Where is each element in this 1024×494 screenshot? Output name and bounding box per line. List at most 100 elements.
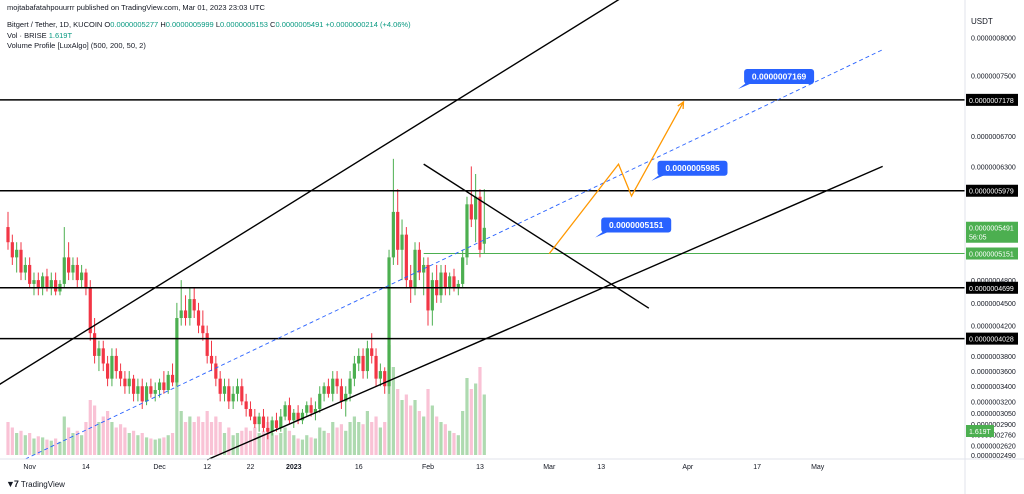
candle-body [166,374,170,391]
time-tick-label: 14 [82,464,90,471]
volume-bar [127,433,131,455]
time-tick-label: Dec [153,464,166,471]
close-label: C [270,20,276,29]
volume-bar [36,436,40,455]
time-tick-label: 13 [597,464,605,471]
candle-body [309,405,313,413]
time-tick-label: Feb [422,464,434,471]
open-value: 0.0000005277 [110,20,159,29]
volume-bar [404,394,408,455]
candle-body [15,249,19,258]
indicator-legend[interactable]: Volume Profile [LuxAlgo] (500, 200, 50, … [7,41,146,50]
volume-bar [469,389,473,455]
time-axis-ticks[interactable]: Nov 14 Dec 12 22 2023 16 Feb 13 Mar 13 Apr 17 May [23,464,824,471]
volume-bar [283,427,287,455]
volume-bar [49,440,53,455]
candle-body [131,378,136,394]
volume-bar [400,400,404,455]
candle-body [188,299,192,319]
candle-body [274,420,279,428]
candle-body [456,283,460,288]
volume-bar [370,422,374,455]
callout-box[interactable] [601,217,672,233]
volume-bar [456,435,460,455]
time-tick-label: May [811,464,825,471]
price-level-badge [966,247,1018,260]
candle-body [378,371,382,379]
symbol-title[interactable]: Bitgert / Tether, 1D, KUCOIN [7,20,103,29]
volume-bar [439,422,443,455]
price-tick-label: 0.0000003600 [971,369,1016,376]
dashed-trend-line[interactable] [25,49,883,460]
candle-body [335,378,339,387]
time-tick-label: 2023 [286,464,302,471]
candle-body [136,386,140,394]
tradingview-logo[interactable]: ▼7 TradingView [6,479,65,489]
candle-body [396,211,400,250]
volume-legend[interactable]: Vol · BRISE 1.619T [7,31,72,40]
volume-bar [305,435,309,455]
price-tick-label: 0.0000006700 [971,134,1016,141]
candle-body [400,234,404,250]
projection-arrow [548,100,685,254]
candle-body [183,310,188,319]
volume-bar [309,437,313,455]
callout-pointer [595,231,610,238]
candle-body [54,280,58,292]
candle-body [105,363,110,379]
candle-body [6,227,10,243]
candle-body [235,386,240,394]
price-tick-label: 0.0000006300 [971,164,1016,171]
trend-line[interactable] [423,163,650,309]
price-axis-panel[interactable] [965,0,1024,494]
horizontal-levels [0,99,965,340]
candle-body [84,272,88,288]
volume-bar [396,389,400,455]
candle-body [326,386,331,394]
candle-body [391,211,395,258]
trend-line[interactable] [0,0,627,425]
volume-bar [41,437,45,455]
candle-body [196,310,201,326]
callout-label: 0.0000005151 [609,220,664,230]
candle-body [231,393,235,402]
volume-bar [105,411,110,455]
candles [6,158,486,440]
volume-bar [183,422,188,455]
volume-bar [335,427,339,455]
volume-bar [387,345,391,455]
candle-body [80,272,84,281]
candle-body [452,276,456,288]
candle-body [36,280,40,288]
ohlc-legend: Bitgert / Tether, 1D, KUCOIN O0.00000052… [7,20,411,29]
volume-bar [426,389,430,455]
volume-bar [71,433,75,455]
candle-body [478,196,482,250]
volume-bar [474,383,478,455]
volume-bar [461,411,465,455]
volume-bar [326,433,331,455]
volume-bar [365,411,369,455]
volume-bar [131,430,136,455]
volume-bar [261,430,266,455]
price-level-badge-label: 0.0000004699 [969,286,1014,293]
open-label: O [104,20,111,29]
candle-body [439,272,443,296]
trend-line[interactable] [206,165,883,461]
price-axis-badges: 0.0000007178 0.0000005979 0.0000005151 0.00… [966,93,1018,437]
callout-box[interactable] [657,160,728,176]
price-tick-label: 0.0000003050 [971,411,1016,418]
price-tick-label: 0.0000004200 [971,324,1016,331]
volume-bar [279,433,283,455]
volume-bar [322,430,326,455]
volume-bar [274,435,279,455]
callout-box[interactable] [744,68,815,84]
candle-body [179,310,183,319]
current-price-badge [966,221,1018,243]
projection-arrow-path[interactable] [548,101,685,254]
volume-bar [231,435,235,455]
price-tick-label: 0.0000002620 [971,443,1016,450]
candle-body [257,416,261,425]
candle-body [253,416,257,425]
